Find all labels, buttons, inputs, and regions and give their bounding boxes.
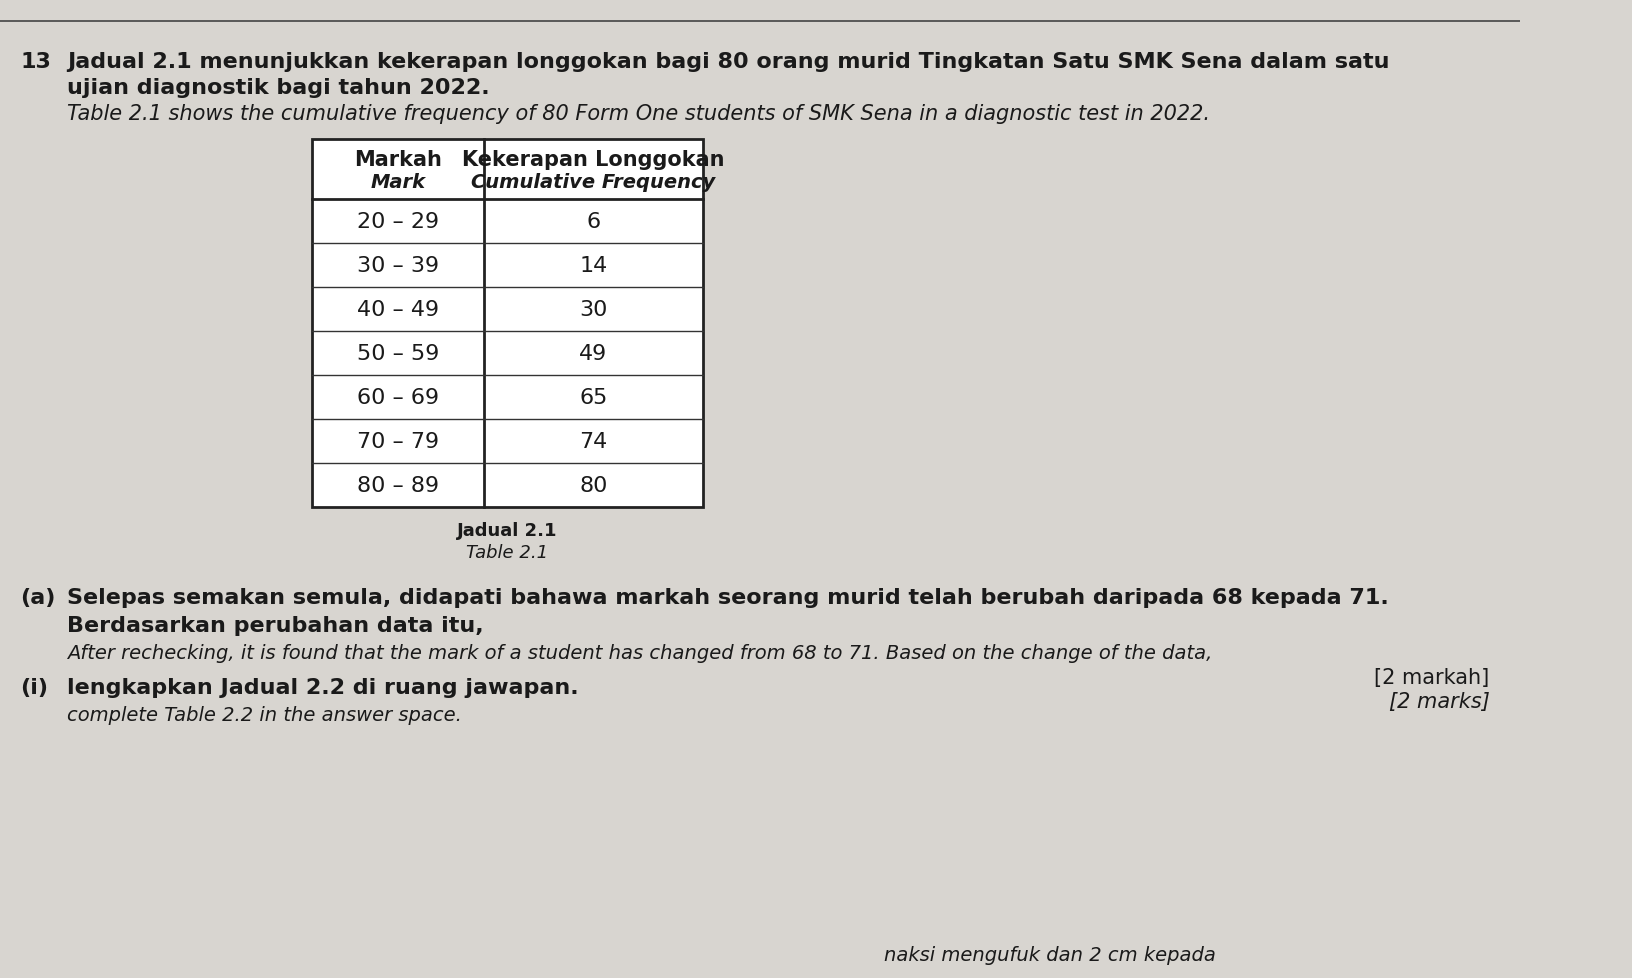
Text: [2 marks]: [2 marks] xyxy=(1387,691,1488,711)
Text: 65: 65 xyxy=(579,387,607,408)
Text: Table 2.1: Table 2.1 xyxy=(467,544,548,561)
Text: (i): (i) xyxy=(21,678,49,697)
Text: lengkapkan Jadual 2.2 di ruang jawapan.: lengkapkan Jadual 2.2 di ruang jawapan. xyxy=(67,678,578,697)
Text: 40 – 49: 40 – 49 xyxy=(357,299,439,320)
Text: [2 markah]: [2 markah] xyxy=(1374,667,1488,688)
Text: Jadual 2.1 menunjukkan kekerapan longgokan bagi 80 orang murid Tingkatan Satu SM: Jadual 2.1 menunjukkan kekerapan longgok… xyxy=(67,52,1389,72)
Text: Table 2.1 shows the cumulative frequency of 80 Form One students of SMK Sena in : Table 2.1 shows the cumulative frequency… xyxy=(67,104,1209,124)
Text: ujian diagnostik bagi tahun 2022.: ujian diagnostik bagi tahun 2022. xyxy=(67,78,490,98)
Text: 60 – 69: 60 – 69 xyxy=(357,387,439,408)
Text: 74: 74 xyxy=(579,431,607,452)
Text: 6: 6 xyxy=(586,212,601,232)
Text: 50 – 59: 50 – 59 xyxy=(356,343,439,364)
Text: Markah: Markah xyxy=(354,150,442,170)
Text: Jadual 2.1: Jadual 2.1 xyxy=(457,521,557,540)
Text: Mark: Mark xyxy=(370,172,426,192)
Bar xyxy=(312,140,702,508)
Text: Kekerapan Longgokan: Kekerapan Longgokan xyxy=(462,150,725,170)
Text: 49: 49 xyxy=(579,343,607,364)
Text: Selepas semakan semula, didapati bahawa markah seorang murid telah berubah darip: Selepas semakan semula, didapati bahawa … xyxy=(67,588,1387,607)
Text: 80: 80 xyxy=(579,475,607,496)
Text: 14: 14 xyxy=(579,255,607,276)
Text: 30: 30 xyxy=(579,299,607,320)
Text: 30 – 39: 30 – 39 xyxy=(357,255,439,276)
Text: 13: 13 xyxy=(21,52,51,72)
Text: 80 – 89: 80 – 89 xyxy=(357,475,439,496)
Text: (a): (a) xyxy=(21,588,55,607)
Text: complete Table 2.2 in the answer space.: complete Table 2.2 in the answer space. xyxy=(67,705,462,725)
Text: After rechecking, it is found that the mark of a student has changed from 68 to : After rechecking, it is found that the m… xyxy=(67,644,1211,662)
Text: 70 – 79: 70 – 79 xyxy=(357,431,439,452)
Text: Berdasarkan perubahan data itu,: Berdasarkan perubahan data itu, xyxy=(67,615,483,636)
Text: Cumulative Frequency: Cumulative Frequency xyxy=(472,172,715,192)
Text: naksi mengufuk dan 2 cm kepada: naksi mengufuk dan 2 cm kepada xyxy=(885,945,1216,964)
Text: 20 – 29: 20 – 29 xyxy=(357,212,439,232)
